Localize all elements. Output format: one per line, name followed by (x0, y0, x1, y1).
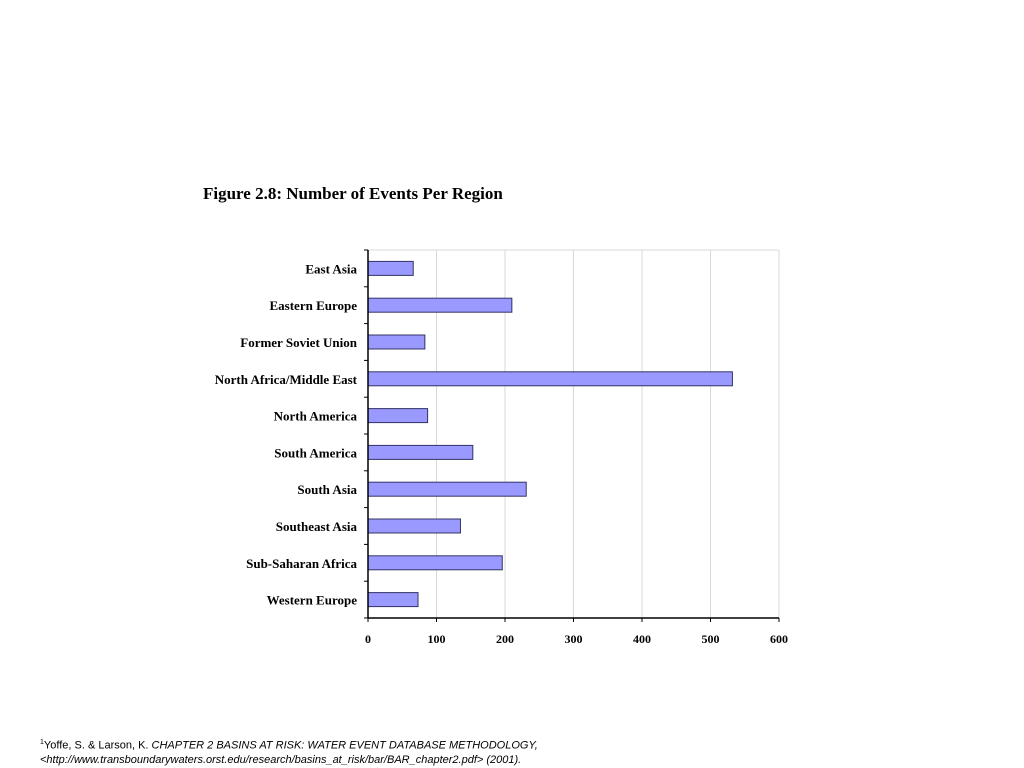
bar (367, 260, 414, 276)
x-tick-label: 600 (770, 632, 788, 646)
category-label: South Asia (297, 482, 357, 497)
bar (367, 518, 461, 534)
bar (367, 371, 733, 387)
bar (367, 444, 474, 460)
footnote: 1Yoffe, S. & Larson, K. CHAPTER 2 BASINS… (40, 736, 1000, 767)
chart-title: Figure 2.8: Number of Events Per Region (203, 184, 503, 203)
category-label: North America (274, 409, 358, 424)
footnote-authors: Yoffe, S. & Larson, K. (43, 739, 152, 752)
x-tick-label: 200 (496, 632, 514, 646)
category-label: South America (274, 445, 357, 460)
tick-labels: 0 100 200 300 400 500 600 (365, 632, 788, 646)
category-label: Western Europe (267, 593, 358, 608)
bar (367, 481, 527, 497)
bar (367, 408, 429, 424)
footnote-marker: 1 (40, 739, 44, 746)
bar (367, 555, 503, 571)
category-label: Eastern Europe (269, 298, 357, 313)
x-tick-label: 100 (428, 632, 446, 646)
x-tick-label: 500 (702, 632, 720, 646)
category-label: Former Soviet Union (240, 335, 358, 350)
category-label: North Africa/Middle East (215, 372, 358, 387)
category-label: Sub-Saharan Africa (246, 556, 357, 571)
footnote-line-1: 1Yoffe, S. & Larson, K. CHAPTER 2 BASINS… (40, 736, 1000, 753)
x-tick-label: 300 (565, 632, 583, 646)
bars (367, 260, 733, 608)
bar (367, 297, 513, 313)
category-label: East Asia (305, 261, 357, 276)
x-tick-label: 0 (365, 632, 371, 646)
bar (367, 592, 419, 608)
axes (364, 249, 780, 622)
category-labels: East Asia Eastern Europe Former Soviet Uni… (215, 261, 358, 607)
footnote-title: CHAPTER 2 BASINS AT RISK: WATER EVENT DA… (151, 739, 538, 752)
footnote-source: <http://www.transboundarywaters.orst.edu… (40, 753, 522, 766)
category-label: Southeast Asia (276, 519, 358, 534)
bar (367, 334, 426, 350)
x-tick-label: 400 (633, 632, 651, 646)
